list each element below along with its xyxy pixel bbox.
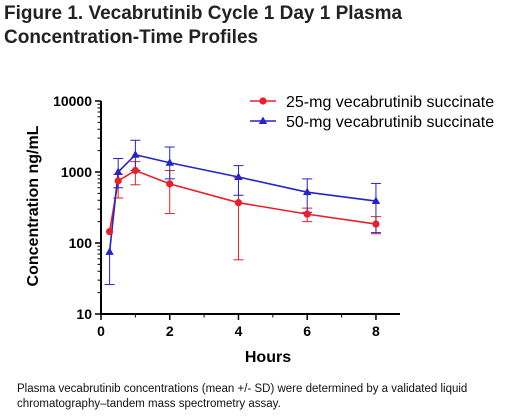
x-axis-label: Hours (245, 349, 291, 366)
data-point (105, 227, 114, 236)
figure-title-line-2: Concentration-Time Profiles (4, 27, 259, 48)
y-tick-label: 10000 (53, 93, 92, 109)
data-point (234, 172, 243, 181)
data-point (131, 150, 140, 158)
x-tick-label: 6 (303, 323, 311, 339)
data-point (166, 180, 174, 188)
figure-caption: Plasma vecabrutinib concentrations (mean… (17, 383, 468, 410)
figure-title: Figure 1. Vecabrutinib Cycle 1 Day 1 Pla… (4, 2, 514, 50)
error-bars (104, 139, 381, 286)
x-tick-label: 0 (97, 323, 105, 339)
y-axis-label: Concentration ng/mL (25, 125, 42, 286)
data-point (303, 187, 312, 196)
legend-label: 25-mg vecabrutinib succinate (286, 94, 494, 111)
series-lines (108, 153, 377, 252)
legend-label: 50-mg vecabrutinib succinate (286, 114, 494, 131)
figure-title-line-1: Figure 1. Vecabrutinib Cycle 1 Day 1 Pla… (4, 3, 403, 24)
y-tick-label: 10 (76, 306, 92, 322)
pk-chart: 10 100 1000 10000 0 2 4 6 8 25-mg vecabrutinib s… (25, 93, 494, 366)
data-point (131, 166, 139, 175)
data-point (165, 158, 174, 166)
y-tick-label: 1000 (61, 164, 92, 180)
data-point (303, 210, 311, 218)
legend-marker (258, 116, 268, 124)
data-point (234, 199, 243, 207)
data-point (371, 196, 381, 205)
y-tick-label: 100 (69, 235, 93, 251)
x-tick-label: 8 (372, 323, 380, 339)
legend-marker (259, 97, 267, 105)
data-point (105, 247, 114, 255)
data-point (114, 177, 122, 185)
chart-legend: 25-mg vecabrutinib succinate 50-mg vecabr… (250, 94, 494, 131)
x-tick-label: 2 (166, 323, 174, 339)
series-line (108, 169, 377, 232)
data-point (113, 167, 123, 175)
tick-labels: 10 100 1000 10000 0 2 4 6 8 (53, 93, 380, 339)
x-tick-label: 4 (235, 323, 243, 339)
chart-axes (95, 100, 400, 320)
series-markers (105, 150, 381, 255)
data-point (372, 220, 380, 228)
